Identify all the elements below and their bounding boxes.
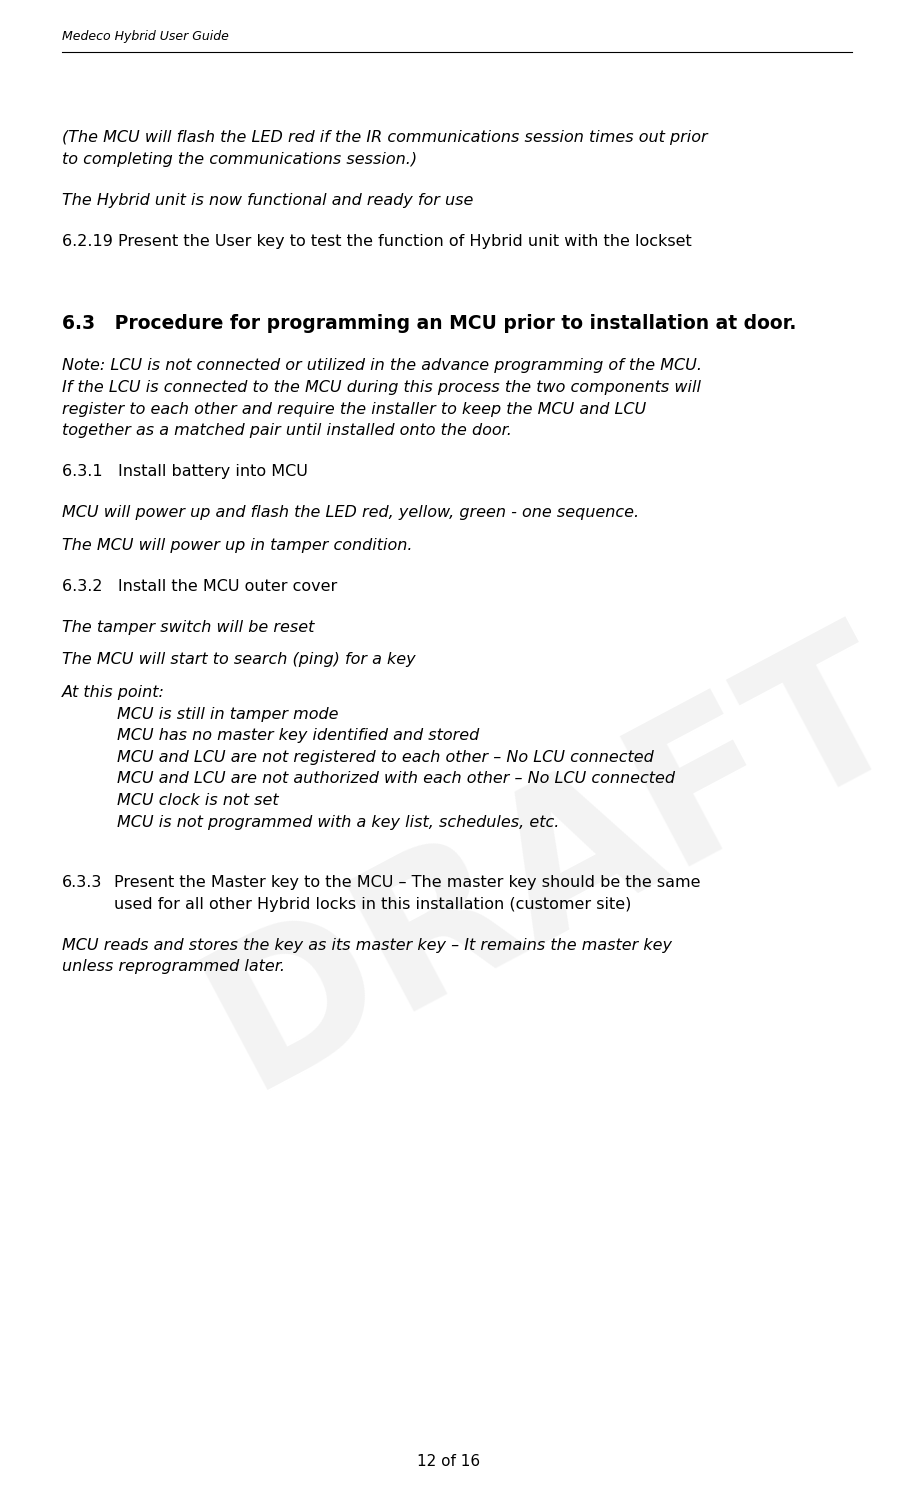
Text: to completing the communications session.): to completing the communications session… xyxy=(62,152,417,167)
Text: 6.3.1   Install battery into MCU: 6.3.1 Install battery into MCU xyxy=(62,464,308,479)
Text: 6.3   Procedure for programming an MCU prior to installation at door.: 6.3 Procedure for programming an MCU pri… xyxy=(62,313,797,332)
Text: DRAFT: DRAFT xyxy=(178,602,897,1127)
Text: At this point:: At this point: xyxy=(62,686,165,701)
Text: register to each other and require the installer to keep the MCU and LCU: register to each other and require the i… xyxy=(62,401,646,416)
Text: 6.2.19 Present the User key to test the function of Hybrid unit with the lockset: 6.2.19 Present the User key to test the … xyxy=(62,234,692,249)
Text: Note: LCU is not connected or utilized in the advance programming of the MCU.: Note: LCU is not connected or utilized i… xyxy=(62,358,702,373)
Text: The MCU will power up in tamper condition.: The MCU will power up in tamper conditio… xyxy=(62,538,413,553)
Text: unless reprogrammed later.: unless reprogrammed later. xyxy=(62,959,285,974)
Text: MCU has no master key identified and stored: MCU has no master key identified and sto… xyxy=(117,728,479,744)
Text: The MCU will start to search (ping) for a key: The MCU will start to search (ping) for … xyxy=(62,653,415,668)
Text: 12 of 16: 12 of 16 xyxy=(417,1454,480,1469)
Text: MCU is not programmed with a key list, schedules, etc.: MCU is not programmed with a key list, s… xyxy=(117,814,560,829)
Text: MCU clock is not set: MCU clock is not set xyxy=(117,793,279,808)
Text: MCU and LCU are not registered to each other – No LCU connected: MCU and LCU are not registered to each o… xyxy=(117,750,654,765)
Text: MCU and LCU are not authorized with each other – No LCU connected: MCU and LCU are not authorized with each… xyxy=(117,771,675,786)
Text: together as a matched pair until installed onto the door.: together as a matched pair until install… xyxy=(62,423,512,438)
Text: If the LCU is connected to the MCU during this process the two components will: If the LCU is connected to the MCU durin… xyxy=(62,380,701,395)
Text: (The MCU will flash the LED red if the IR communications session times out prior: (The MCU will flash the LED red if the I… xyxy=(62,130,708,145)
Text: The tamper switch will be reset: The tamper switch will be reset xyxy=(62,620,314,635)
Text: used for all other Hybrid locks in this installation (customer site): used for all other Hybrid locks in this … xyxy=(114,896,631,911)
Text: MCU reads and stores the key as its master key – It remains the master key: MCU reads and stores the key as its mast… xyxy=(62,938,672,953)
Text: 6.3.3: 6.3.3 xyxy=(62,875,102,890)
Text: Medeco Hybrid User Guide: Medeco Hybrid User Guide xyxy=(62,30,229,43)
Text: 6.3.2   Install the MCU outer cover: 6.3.2 Install the MCU outer cover xyxy=(62,579,337,593)
Text: The Hybrid unit is now functional and ready for use: The Hybrid unit is now functional and re… xyxy=(62,192,474,207)
Text: Present the Master key to the MCU – The master key should be the same: Present the Master key to the MCU – The … xyxy=(114,875,701,890)
Text: MCU will power up and flash the LED red, yellow, green - one sequence.: MCU will power up and flash the LED red,… xyxy=(62,505,640,520)
Text: MCU is still in tamper mode: MCU is still in tamper mode xyxy=(117,707,338,722)
